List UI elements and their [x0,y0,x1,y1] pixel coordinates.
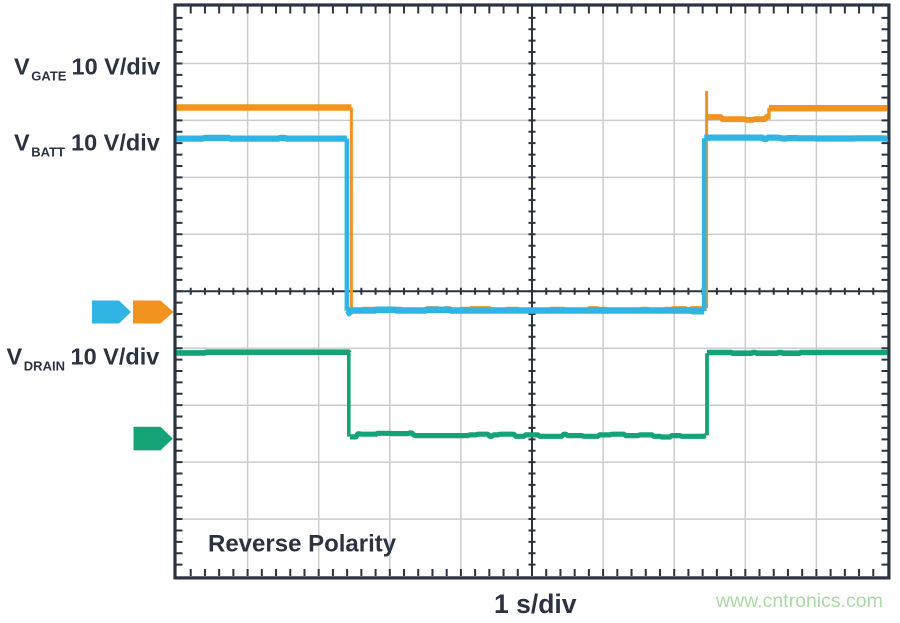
svg-text:Reverse Polarity: Reverse Polarity [208,531,397,558]
svg-text:V: V [7,344,23,370]
svg-text:DRAIN: DRAIN [24,359,65,374]
svg-text:10 V/div: 10 V/div [71,130,160,156]
svg-text:BATT: BATT [31,145,65,160]
svg-text:www.cntronics.com: www.cntronics.com [715,590,883,612]
svg-text:10 V/div: 10 V/div [72,54,161,80]
svg-text:V: V [14,54,30,80]
svg-text:1 s/div: 1 s/div [494,589,577,618]
svg-text:V: V [14,130,30,156]
svg-text:10 V/div: 10 V/div [71,344,160,370]
svg-text:GATE: GATE [31,69,66,84]
